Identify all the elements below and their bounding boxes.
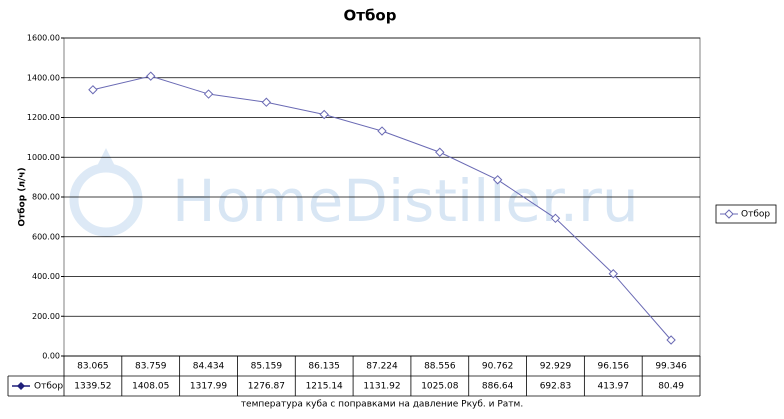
y-tick-label: 600.00 [32, 232, 60, 241]
table-value: 413.97 [598, 382, 630, 392]
marker [88, 85, 98, 95]
x-tick-label: 87.224 [366, 362, 398, 372]
y-tick-label: 1000.00 [27, 153, 60, 162]
marker [608, 269, 618, 279]
x-tick-label: 90.762 [482, 362, 514, 372]
marker [146, 71, 156, 81]
x-tick-label: 83.065 [77, 362, 109, 372]
table-value: 80.49 [658, 382, 684, 392]
y-tick-label: 800.00 [32, 193, 60, 202]
y-tick-label: 1600.00 [27, 34, 60, 43]
table-key-marker [17, 382, 25, 390]
table-value: 1215.14 [306, 382, 343, 392]
table-value: 1317.99 [190, 382, 227, 392]
marker [377, 126, 387, 136]
y-tick-label: 1400.00 [27, 73, 60, 82]
table-value: 1025.08 [421, 382, 458, 392]
x-tick-label: 99.346 [655, 362, 687, 372]
x-tick-label: 86.135 [308, 362, 340, 372]
x-tick-label: 88.556 [424, 362, 456, 372]
marker [550, 213, 561, 224]
marker [435, 147, 445, 157]
chart-title: Отбор [344, 7, 397, 25]
marker [666, 335, 676, 345]
y-tick-label: 200.00 [32, 312, 60, 321]
legend-label: Отбор [741, 210, 770, 220]
legend-box [715, 204, 777, 224]
table-value: 1408.05 [132, 382, 169, 392]
watermark: HomeDistiller.ru [172, 167, 639, 235]
y-tick-label: 1200.00 [27, 113, 60, 122]
x-tick-label: 83.759 [135, 362, 167, 372]
x-tick-label: 84.434 [193, 362, 225, 372]
x-axis-label: температура куба с поправками на давлени… [241, 400, 523, 410]
x-tick-label: 96.156 [598, 362, 630, 372]
x-tick-label: 85.159 [251, 362, 283, 372]
marker [492, 175, 503, 185]
marker [319, 109, 329, 120]
table-value: 1131.92 [363, 382, 400, 392]
x-tick-label: 92.929 [540, 362, 572, 372]
table-series-name: Отбор [34, 382, 63, 392]
y-tick-label: 400.00 [32, 272, 60, 281]
table-value: 692.83 [540, 382, 572, 392]
legend-marker [724, 209, 734, 219]
y-tick-label: 0.00 [42, 352, 60, 361]
table-value: 1339.52 [74, 382, 111, 392]
table-value: 886.64 [482, 382, 514, 392]
watermark-icon [69, 148, 143, 237]
marker [261, 97, 272, 107]
table-value: 1276.87 [248, 382, 285, 392]
marker [203, 89, 214, 99]
y-axis-label: Отбор (л/ч) [17, 167, 28, 226]
